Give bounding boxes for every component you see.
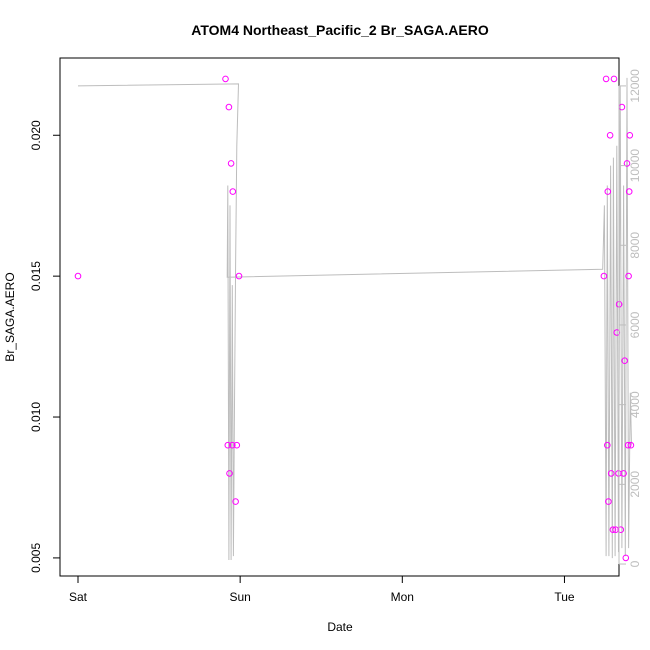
- x-axis-label: Date: [327, 620, 353, 634]
- x-tick-label: Tue: [554, 590, 575, 604]
- data-point: [624, 441, 632, 449]
- data-point: [626, 132, 634, 139]
- data-point: [622, 554, 630, 562]
- data-point: [225, 103, 233, 111]
- y2-tick-label: 0: [628, 560, 642, 567]
- x-tick-label: Mon: [391, 590, 414, 604]
- y-tick-label: 0.010: [29, 402, 43, 432]
- data-point: [226, 470, 233, 477]
- data-point: [609, 526, 617, 534]
- y-tick-label: 0.020: [29, 120, 43, 150]
- data-point: [235, 272, 243, 280]
- x-tick-label: Sat: [69, 590, 88, 604]
- data-point: [610, 75, 618, 83]
- y-tick-label: 0.015: [29, 261, 43, 291]
- line-series: [77, 77, 632, 561]
- data-point: [620, 470, 627, 477]
- y2-tick-label: 2000: [628, 471, 642, 498]
- data-point: [627, 441, 635, 449]
- y-axis: 0.005 0.010 0.015 0.020: [29, 120, 61, 573]
- y-tick-label: 0.005: [29, 543, 43, 573]
- data-point: [602, 75, 610, 83]
- data-point: [625, 272, 632, 280]
- data-point: [600, 272, 608, 280]
- y-axis-label: Br_SAGA.AERO: [3, 272, 17, 361]
- point-series: [74, 75, 635, 562]
- data-point: [222, 75, 229, 83]
- y2-tick-label: 10000: [628, 149, 642, 183]
- data-point: [224, 441, 232, 449]
- data-point: [229, 441, 236, 449]
- data-point: [232, 498, 239, 505]
- data-point: [617, 526, 625, 534]
- data-point: [229, 188, 237, 195]
- data-point: [621, 357, 629, 365]
- data-point: [604, 441, 611, 449]
- x-axis: Sat Sun Mon Tue: [69, 575, 575, 604]
- y2-tick-label: 4000: [628, 391, 642, 418]
- data-point: [606, 132, 614, 139]
- plot-frame: [59, 57, 620, 577]
- data-point: [74, 272, 82, 280]
- chart-title: ATOM4 Northeast_Pacific_2 Br_SAGA.AERO: [191, 22, 489, 38]
- data-point: [613, 329, 621, 336]
- x-tick-label: Sun: [229, 590, 250, 604]
- data-point: [605, 498, 612, 505]
- y2-tick-label: 12000: [628, 69, 642, 103]
- y2-tick-label: 8000: [628, 232, 642, 259]
- data-point: [227, 160, 235, 167]
- data-point: [625, 188, 633, 195]
- data-point: [607, 470, 615, 477]
- data-point: [623, 160, 631, 167]
- y2-axis: 0 2000 4000 6000 8000 10000 12000: [618, 69, 642, 567]
- data-point: [233, 441, 241, 449]
- y2-tick-label: 6000: [628, 311, 642, 338]
- data-point: [604, 188, 612, 195]
- series-line: [77, 77, 632, 561]
